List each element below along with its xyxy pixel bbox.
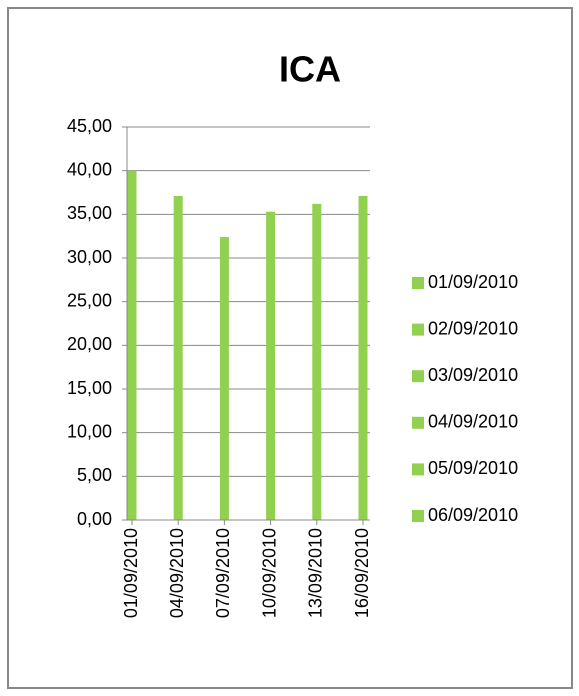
bar <box>312 203 322 520</box>
y-tick-label: 25,00 <box>67 290 112 310</box>
y-tick-label: 40,00 <box>67 159 112 179</box>
y-tick-label: 35,00 <box>67 203 112 223</box>
x-tick-label: 01/09/2010 <box>121 528 141 618</box>
y-tick-label: 10,00 <box>67 421 112 441</box>
legend-label: 02/09/2010 <box>428 318 518 338</box>
x-tick-label: 16/09/2010 <box>352 528 372 618</box>
legend-label: 03/09/2010 <box>428 365 518 385</box>
legend-swatch <box>412 463 424 476</box>
bar <box>127 170 137 520</box>
y-tick-label: 45,00 <box>67 116 112 136</box>
x-tick-label: 13/09/2010 <box>306 528 326 618</box>
bar <box>173 195 183 520</box>
bar <box>266 211 276 521</box>
legend-label: 05/09/2010 <box>428 458 518 478</box>
bar <box>219 237 229 521</box>
y-tick-label: 15,00 <box>67 378 112 398</box>
legend-swatch <box>412 323 424 336</box>
legend-swatch <box>412 510 424 522</box>
legend-swatch <box>412 370 424 383</box>
legend-swatch <box>412 277 424 289</box>
chart-title: ICA <box>279 49 341 90</box>
y-tick-label: 30,00 <box>67 247 112 267</box>
legend-label: 06/09/2010 <box>428 505 518 525</box>
x-tick-label: 10/09/2010 <box>259 528 279 618</box>
legend-label: 04/09/2010 <box>428 412 518 432</box>
chart-frame <box>7 7 573 689</box>
y-tick-label: 0,00 <box>77 509 112 529</box>
x-tick-label: 04/09/2010 <box>167 528 187 618</box>
legend-label: 01/09/2010 <box>428 272 518 292</box>
y-tick-label: 20,00 <box>67 334 112 354</box>
legend-swatch <box>412 416 424 429</box>
y-tick-label: 5,00 <box>77 465 112 485</box>
x-tick-label: 07/09/2010 <box>213 528 233 618</box>
bar <box>358 195 368 520</box>
